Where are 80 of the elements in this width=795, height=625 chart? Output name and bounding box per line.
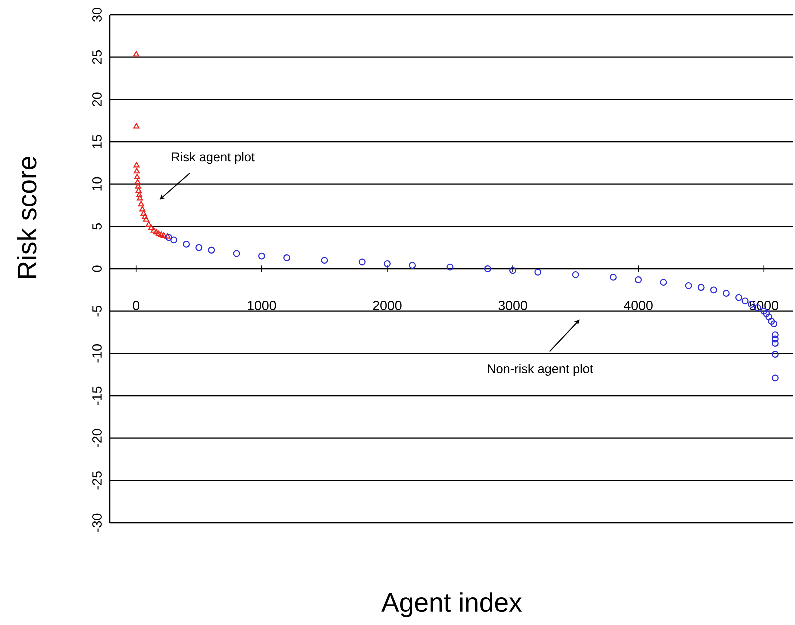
point: [766, 314, 773, 321]
point: [134, 162, 140, 168]
point: [409, 262, 416, 270]
point: [284, 254, 290, 262]
point: [772, 336, 779, 343]
point: [534, 268, 542, 276]
y-tick-label: 10: [92, 177, 102, 191]
point: [160, 232, 168, 238]
x-axis-title: Agent index: [382, 592, 522, 618]
point: [660, 279, 668, 286]
point: [698, 284, 705, 292]
annotation: Non-risk agent plot: [488, 364, 594, 376]
point: [170, 236, 178, 244]
point: [166, 234, 172, 242]
point: [137, 195, 144, 201]
point: [146, 222, 152, 227]
point: [142, 214, 148, 220]
point: [143, 216, 150, 222]
point: [140, 206, 146, 212]
point: [772, 351, 779, 358]
y-tick-label: 5: [92, 224, 102, 230]
point: [140, 210, 147, 216]
y-axis-title: Risk score: [17, 156, 37, 278]
point: [196, 244, 203, 252]
y-tick-label: -20: [92, 429, 102, 448]
annotation: Risk agent plot: [172, 152, 255, 164]
point: [164, 233, 171, 239]
point: [233, 250, 240, 258]
point: [358, 258, 366, 266]
x-tick-label: 3000: [498, 301, 528, 310]
point: [138, 201, 144, 207]
point: [258, 252, 266, 260]
x-tick-label: 4000: [624, 301, 653, 310]
y-tick-label: -25: [92, 472, 102, 490]
y-tick-label: 25: [92, 50, 102, 64]
point: [685, 282, 692, 290]
point: [635, 276, 642, 284]
x-tick-label: 2000: [373, 301, 402, 310]
y-tick-label: -10: [92, 344, 102, 363]
y-tick-label: 15: [92, 135, 102, 148]
point: [763, 310, 770, 318]
point: [742, 298, 749, 305]
point: [710, 286, 718, 294]
point: [136, 188, 142, 194]
point: [134, 168, 140, 174]
point: [183, 240, 190, 248]
point: [610, 274, 617, 281]
point: [150, 227, 158, 233]
point: [134, 174, 140, 180]
point: [446, 264, 454, 271]
point: [134, 179, 141, 185]
point: [722, 290, 730, 298]
y-tick-label: 20: [92, 92, 102, 106]
x-tick-label: 1000: [248, 301, 276, 310]
point: [510, 267, 516, 274]
point: [321, 257, 328, 264]
point: [768, 318, 776, 325]
point: [158, 232, 165, 238]
point: [156, 230, 162, 236]
point: [384, 260, 391, 268]
point: [736, 294, 742, 302]
point: [133, 51, 140, 57]
y-tick-label: -30: [92, 514, 102, 532]
point: [135, 183, 142, 189]
point: [772, 340, 779, 347]
point: [148, 224, 155, 230]
point: [134, 123, 140, 129]
point: [770, 320, 778, 328]
point: [772, 374, 779, 382]
x-tick-label: 0: [133, 301, 140, 310]
y-tick-label: -5: [92, 306, 102, 317]
point: [153, 229, 160, 235]
y-tick-label: -15: [92, 386, 102, 406]
point: [572, 271, 580, 278]
point: [772, 332, 779, 339]
y-tick-label: 0: [92, 266, 102, 272]
point: [484, 266, 492, 272]
point: [208, 246, 216, 254]
point: [136, 192, 143, 198]
y-tick-label: 30: [92, 8, 102, 22]
